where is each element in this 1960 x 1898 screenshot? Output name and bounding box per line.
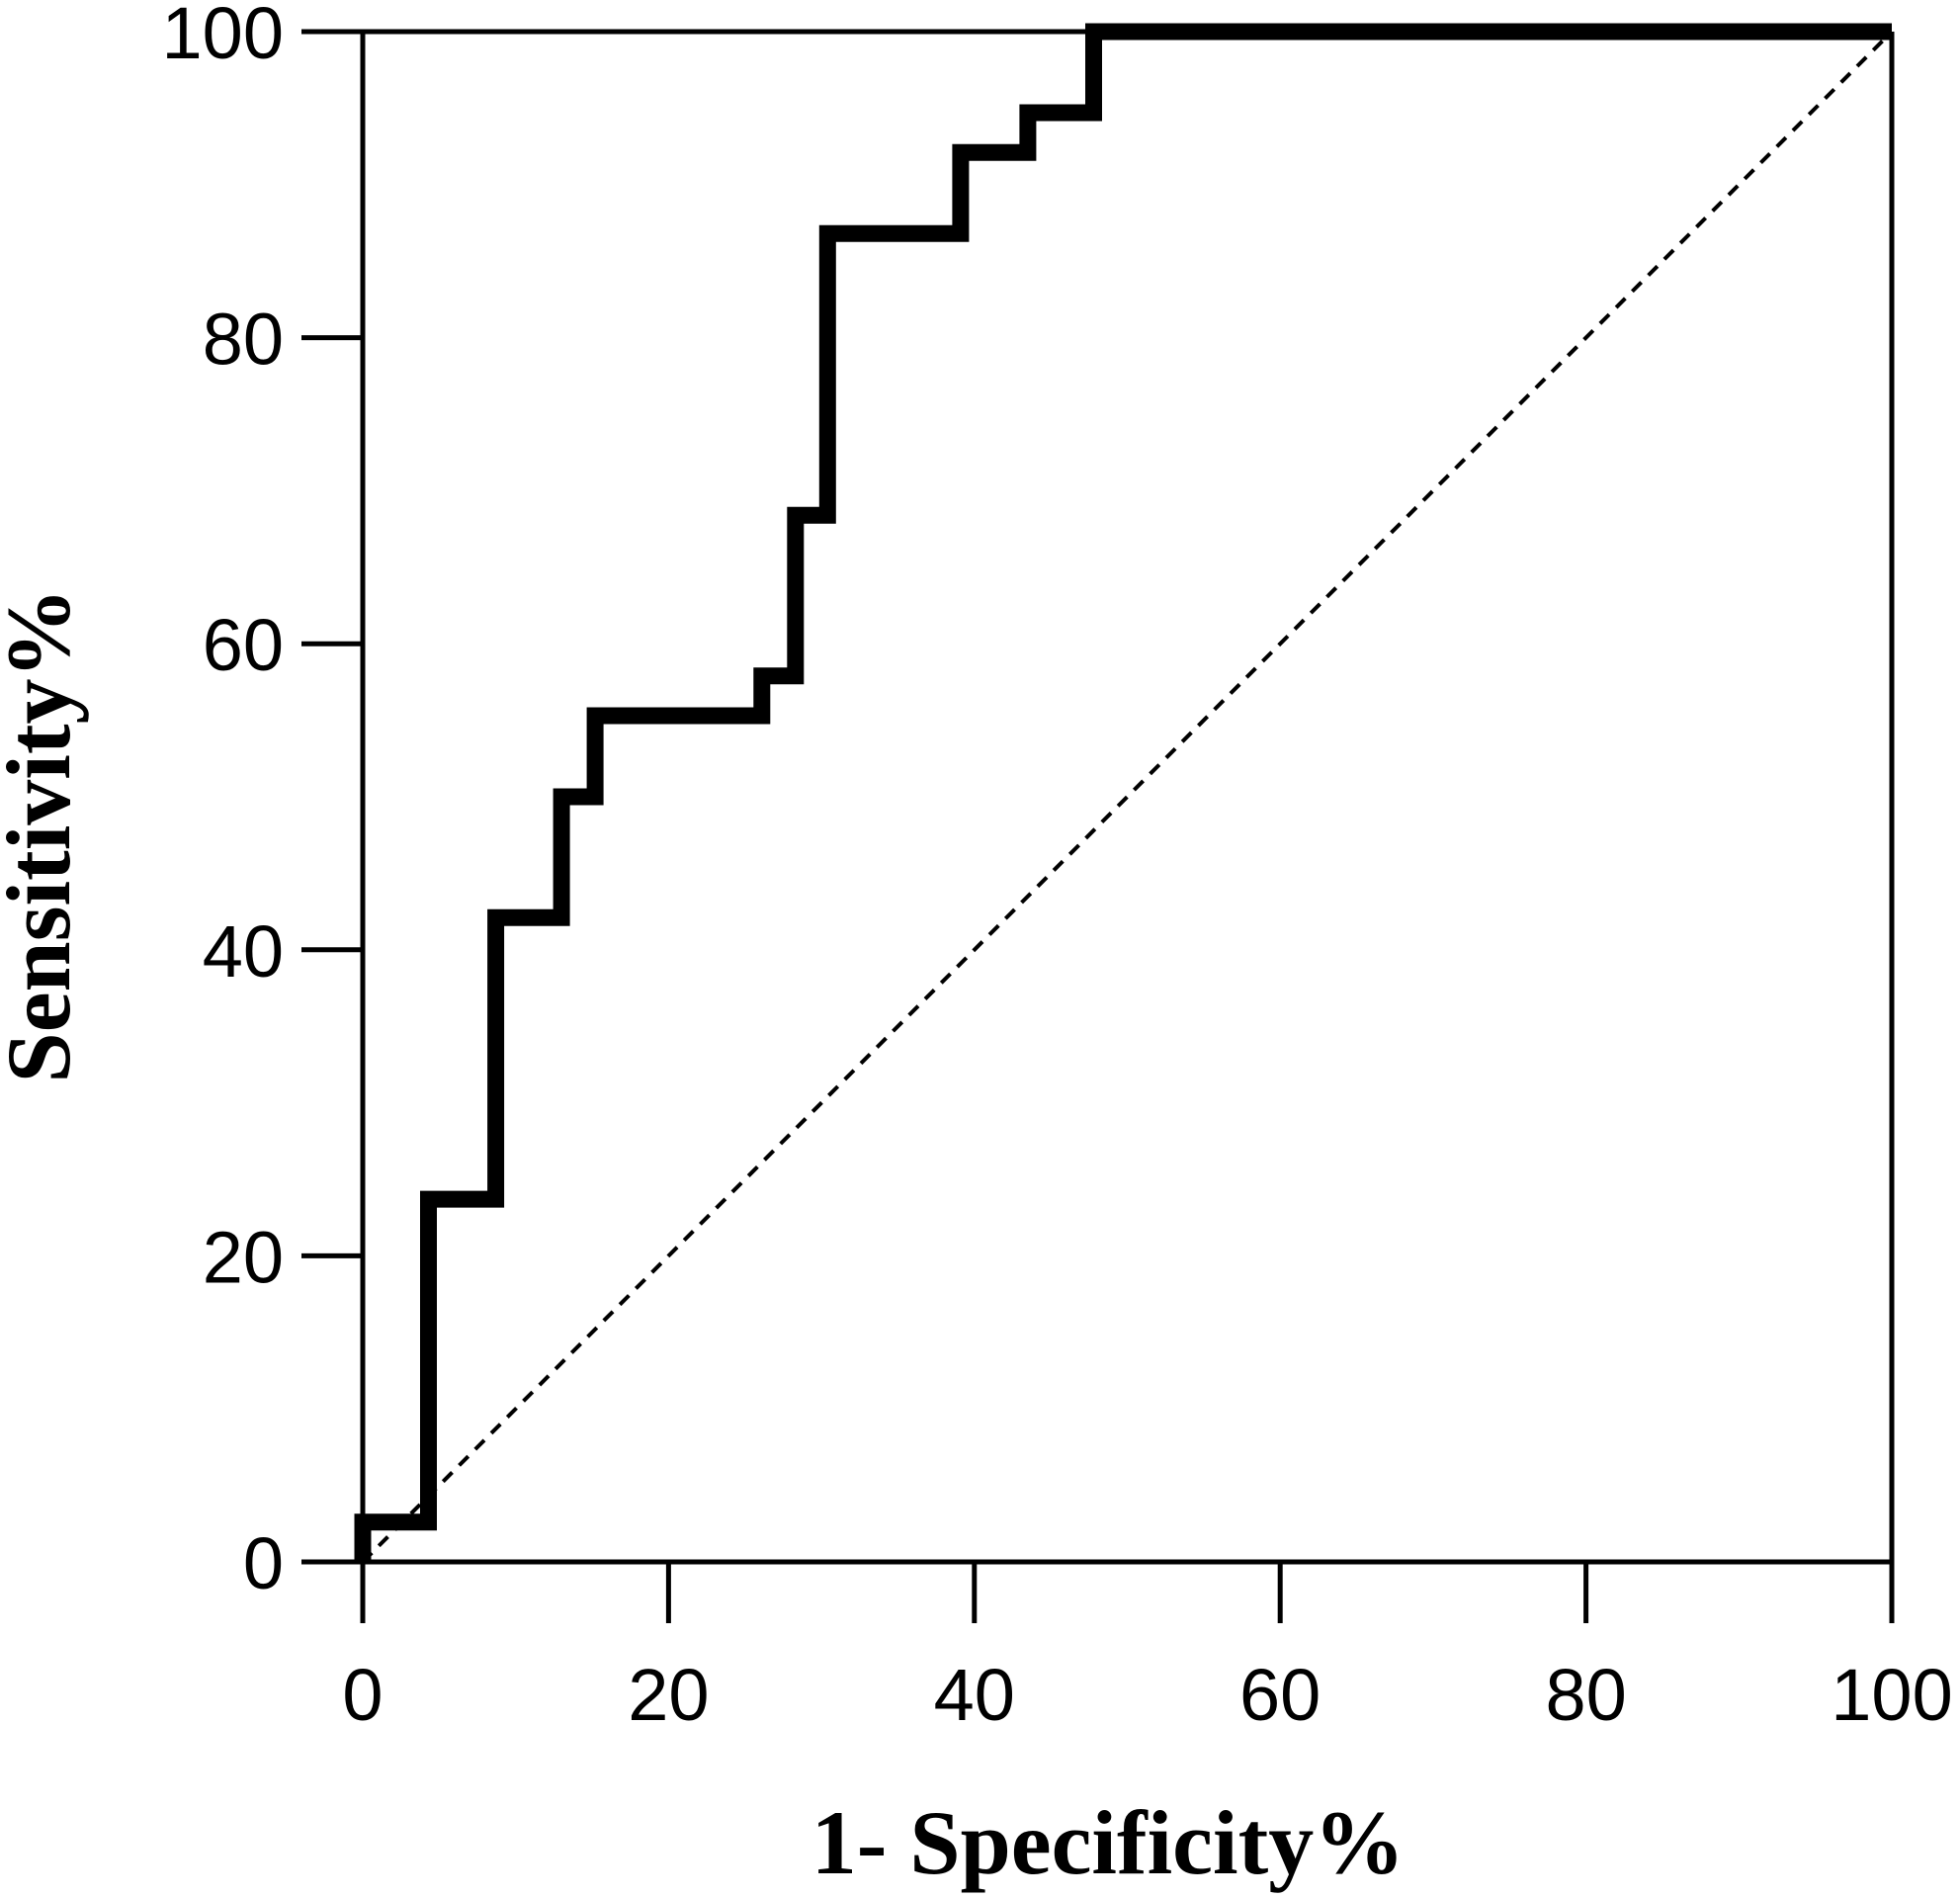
y-tick-label: 60: [203, 604, 284, 686]
x-tick-label: 100: [1831, 1654, 1952, 1736]
y-tick-labels: 0 20 40 60 80 100: [162, 0, 284, 1604]
x-tick-label: 20: [628, 1654, 709, 1736]
x-tick-label: 80: [1545, 1654, 1626, 1736]
y-tick-label: 80: [203, 299, 284, 381]
roc-curve-line: [354, 23, 1892, 1562]
y-tick-label: 20: [203, 1216, 284, 1298]
reference-diagonal-line: [361, 30, 1894, 1564]
y-tick-label: 40: [203, 910, 284, 992]
x-tick-label: 0: [342, 1654, 383, 1736]
y-axis-title: Sensitivity%: [0, 588, 89, 1083]
y-tick-label: 0: [243, 1522, 284, 1604]
axes: [301, 29, 1895, 1623]
y-tick-label: 100: [162, 0, 284, 74]
x-axis-title: 1- Specificity%: [811, 1792, 1405, 1893]
x-tick-label: 60: [1239, 1654, 1321, 1736]
plot-area: [354, 23, 1894, 1564]
x-tick-labels: 0 20 40 60 80 100: [342, 1654, 1952, 1736]
x-tick-label: 40: [934, 1654, 1015, 1736]
